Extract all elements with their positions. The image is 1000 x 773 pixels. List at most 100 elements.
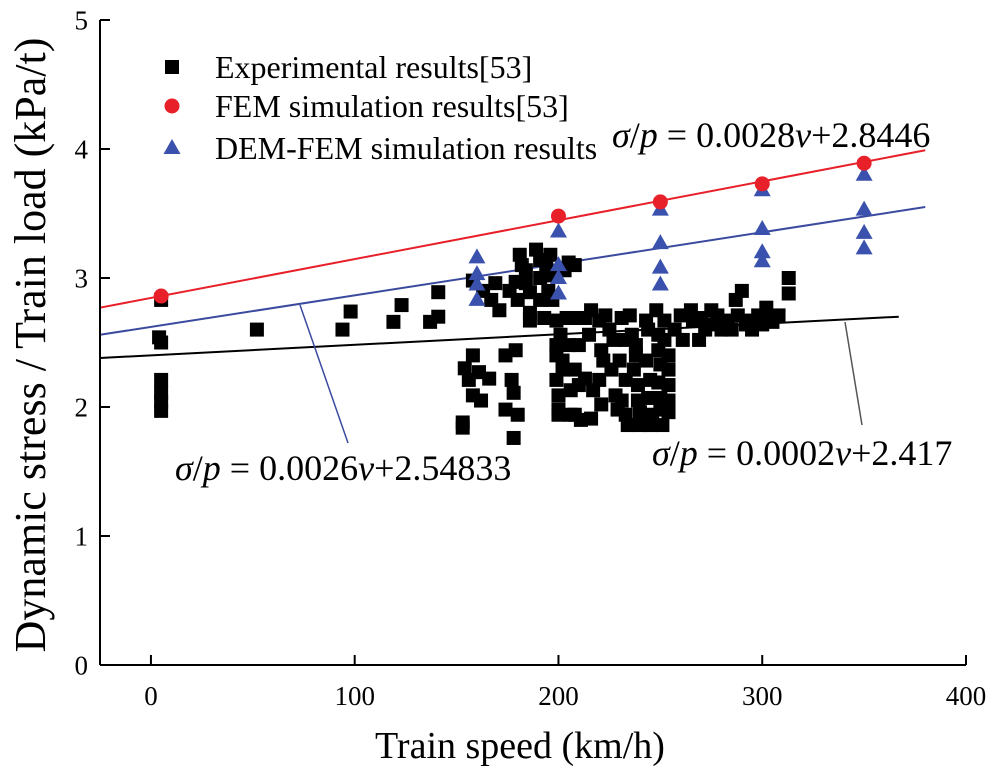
data-point-experimental [249,322,264,337]
data-point-experimental [154,372,169,387]
equation-part: p [200,448,221,488]
data-point-experimental [343,304,358,319]
fit-line-dem-fem [99,206,926,336]
data-point-fem [550,208,566,224]
data-point-experimental [551,388,566,403]
data-point-dem-fem [651,275,669,291]
data-point-experimental [474,393,489,408]
data-point-experimental [510,292,525,307]
data-point-experimental [577,371,592,386]
legend-label: Experimental results[53] [215,49,532,85]
data-point-experimental [431,309,446,324]
data-point-experimental [643,418,658,433]
equation-part: v [358,448,374,488]
data-point-experimental [335,322,350,337]
data-point-experimental [506,385,521,400]
equation-part: = 0.0028 [658,115,795,155]
data-point-experimental [537,310,552,325]
annotation-leader-line [844,321,863,426]
data-point-experimental [484,292,499,307]
data-point-experimental [661,393,676,408]
data-point-experimental [612,353,627,368]
fit-equation-experimental: σ/p = 0.0002v+2.417 [652,433,952,473]
equation-part: / [630,115,640,155]
data-point-experimental [506,430,521,445]
series-dem-fem [468,165,873,306]
data-point-dem-fem [549,284,567,300]
y-tick-label: 1 [75,521,89,551]
fit-line-fem [99,149,926,309]
equation-part: σ [652,433,671,473]
data-point-fem [652,194,668,210]
data-point-experimental [482,371,497,386]
y-tick-label: 3 [75,263,89,293]
data-point-experimental [567,258,582,273]
data-point-experimental [455,420,470,435]
data-point-experimental [606,332,621,347]
data-point-experimental [771,308,786,323]
data-point-experimental [641,390,656,405]
equation-part: / [670,433,680,473]
y-tick-label: 0 [75,650,89,680]
data-point-experimental [626,362,641,377]
data-point-experimental [582,327,597,342]
legend-label: FEM simulation results[53] [215,88,569,124]
data-point-experimental [488,276,503,291]
legend-entry-dem-fem: DEM-FEM simulation results [163,130,597,166]
data-point-fem [153,288,169,304]
data-point-experimental [154,335,169,350]
data-point-experimental [661,378,676,393]
data-point-experimental [465,348,480,363]
data-point-experimental [675,332,690,347]
data-point-experimental [555,362,570,377]
data-point-dem-fem [549,222,567,238]
equation-part: +2.417 [851,433,952,473]
data-point-experimental [734,283,749,298]
axes: 0 100 200 300 400 0 1 2 3 4 5 [75,5,987,711]
data-point-experimental [661,405,676,420]
data-point-experimental [518,263,533,278]
equation-part: v [795,115,811,155]
legend-marker-circle [164,98,180,114]
x-tick-label: 300 [742,681,783,711]
data-point-experimental [504,372,519,387]
x-axis-title: Train speed (km/h) [375,725,665,767]
legend-entry-experimental: Experimental results[53] [165,49,532,85]
data-point-experimental [584,411,599,426]
data-point-experimental [543,247,558,262]
data-points [152,155,873,445]
data-point-experimental [522,305,537,320]
legend-entry-fem: FEM simulation results[53] [164,88,569,124]
data-point-experimental [551,407,566,422]
data-point-experimental [498,402,513,417]
annotation-leader-line [299,304,349,444]
x-tick-label: 100 [334,681,375,711]
data-point-dem-fem [468,290,486,306]
data-point-fem [856,155,872,171]
equation-part: v [835,433,851,473]
y-tick-label: 2 [75,392,89,422]
data-point-fem [754,176,770,192]
equation-part: σ [612,115,631,155]
data-point-experimental [154,403,169,418]
equation-part: p [637,115,658,155]
data-point-experimental [559,310,574,325]
data-point-experimental [661,348,676,363]
legend-marker-square [165,60,179,74]
legend: Experimental results[53]FEM simulation r… [163,49,597,166]
x-tick-label: 200 [538,681,579,711]
data-point-dem-fem [855,239,873,255]
data-point-dem-fem [753,252,771,268]
data-point-experimental [639,353,654,368]
data-point-experimental [622,308,637,323]
data-point-experimental [632,405,647,420]
data-point-dem-fem [753,243,771,259]
equation-part: +2.54833 [374,448,511,488]
data-point-experimental [386,314,401,329]
data-point-dem-fem [468,265,486,281]
data-point-dem-fem [651,258,669,274]
data-point-experimental [598,308,613,323]
data-point-experimental [630,378,645,393]
